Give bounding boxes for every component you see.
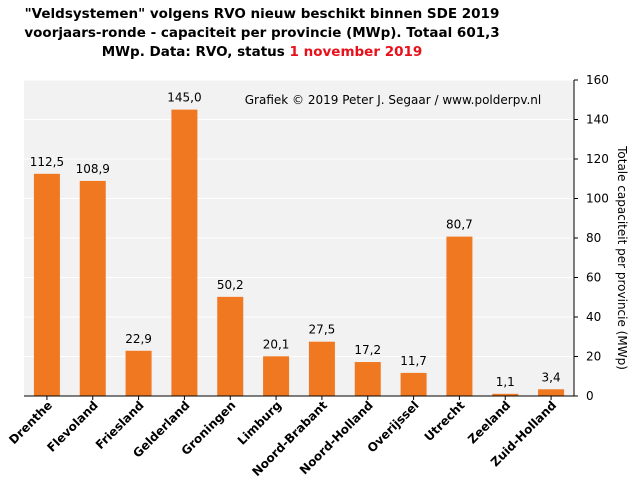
bar-flevoland: [79, 180, 106, 396]
chart-title-line-3: MWp. Data: RVO, status 1 november 2019: [102, 44, 423, 60]
bar-noord-brabant: [308, 341, 335, 396]
bar-utrecht: [446, 236, 473, 396]
y-tick-label: 100: [586, 192, 609, 206]
bar-zuid-holland: [538, 389, 565, 396]
value-label: 27,5: [309, 323, 336, 337]
chart-title-line-3-text: MWp. Data: RVO, status: [102, 44, 290, 60]
bar-drenthe: [33, 173, 60, 396]
chart-title-line-2: voorjaars-ronde - capaciteit per provinc…: [24, 25, 499, 41]
value-label: 108,9: [76, 162, 110, 176]
value-label: 50,2: [217, 278, 244, 292]
y-tick-label: 120: [586, 152, 609, 166]
value-label: 80,7: [446, 218, 473, 232]
chart-annotation: Grafiek © 2019 Peter J. Segaar / www.pol…: [245, 93, 542, 107]
y-tick-label: 140: [586, 113, 609, 127]
y-tick-label: 60: [586, 271, 601, 285]
value-label: 3,4: [542, 370, 561, 384]
value-label: 17,2: [354, 343, 381, 357]
x-axis-labels: DrentheFlevolandFrieslandGelderlandGroni…: [6, 396, 559, 479]
y-tick-label: 20: [586, 350, 601, 364]
value-label: 145,0: [167, 91, 201, 105]
y-axis-label: Totale capaciteit per provincie (MWp): [615, 145, 629, 370]
y-tick-label: 80: [586, 231, 601, 245]
bar-limburg: [263, 356, 290, 396]
bars: [33, 109, 565, 396]
gridlines: [24, 79, 574, 357]
value-label: 112,5: [30, 155, 64, 169]
bar-noord-holland: [354, 362, 381, 396]
y-axis-ticks: 0 20 40 60 80 100 120 140 160: [574, 73, 609, 403]
chart-title-status-date: 1 november 2019: [290, 44, 423, 60]
value-label: 20,1: [263, 337, 290, 351]
chart-title-line-1: "Veldsystemen" volgens RVO nieuw beschik…: [25, 6, 500, 22]
x-tick-label: Zeeland: [465, 398, 513, 446]
bar-groningen: [217, 296, 244, 396]
value-label: 22,9: [125, 332, 152, 346]
x-tick-label: Drenthe: [6, 398, 55, 447]
value-label: 1,1: [496, 375, 515, 389]
bar-gelderland: [171, 109, 198, 396]
bar-overijssel: [400, 372, 427, 396]
bar-zeeland: [492, 393, 519, 396]
y-tick-label: 40: [586, 310, 601, 324]
y-tick-label: 0: [586, 389, 594, 403]
bar-friesland: [125, 350, 152, 396]
y-tick-label: 160: [586, 73, 609, 87]
value-label: 11,7: [400, 354, 427, 368]
x-tick-label: Utrecht: [422, 398, 468, 444]
value-labels: 112,5 108,9 22,9 145,0 50,2 20,1 27,5 17,2 11,7 8…: [30, 91, 561, 389]
